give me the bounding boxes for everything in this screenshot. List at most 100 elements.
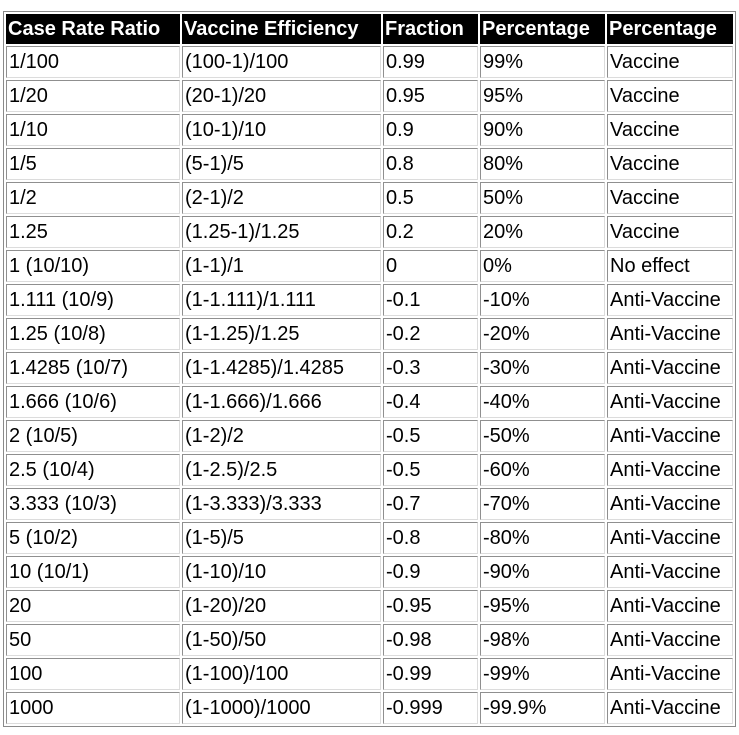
cell-fraction: 0.8 — [383, 148, 478, 180]
cell-fraction: 0 — [383, 250, 478, 282]
cell-fraction: -0.4 — [383, 386, 478, 418]
table-row: 1.111 (10/9) (1-1.111)/1.111 -0.1 -10% Anti-… — [6, 284, 733, 316]
cell-fraction: -0.1 — [383, 284, 478, 316]
cell-percentage: -98% — [480, 624, 605, 656]
cell-percentage: -50% — [480, 420, 605, 452]
cell-case-rate-ratio: 1/5 — [6, 148, 180, 180]
cell-fraction: -0.8 — [383, 522, 478, 554]
header-fraction: Fraction — [383, 14, 478, 44]
vaccine-efficiency-table: Case Rate Ratio Vaccine Efficiency Fract… — [3, 11, 736, 727]
cell-vaccine-efficiency: (1-1.111)/1.111 — [182, 284, 381, 316]
cell-effect: Vaccine — [607, 216, 733, 248]
cell-case-rate-ratio: 1.4285 (10/7) — [6, 352, 180, 384]
table-row: 5 (10/2) (1-5)/5 -0.8 -80% Anti-Vaccine — [6, 522, 733, 554]
cell-percentage: -99.9% — [480, 692, 605, 724]
cell-percentage: 20% — [480, 216, 605, 248]
cell-fraction: -0.5 — [383, 420, 478, 452]
cell-effect: Anti-Vaccine — [607, 590, 733, 622]
cell-fraction: 0.95 — [383, 80, 478, 112]
table-row: 2 (10/5) (1-2)/2 -0.5 -50% Anti-Vaccine — [6, 420, 733, 452]
cell-fraction: 0.9 — [383, 114, 478, 146]
cell-percentage: -70% — [480, 488, 605, 520]
cell-percentage: -20% — [480, 318, 605, 350]
header-vaccine-efficiency: Vaccine Efficiency — [182, 14, 381, 44]
table-row: 2.5 (10/4) (1-2.5)/2.5 -0.5 -60% Anti-Vaccin… — [6, 454, 733, 486]
cell-vaccine-efficiency: (100-1)/100 — [182, 46, 381, 78]
cell-effect: Vaccine — [607, 46, 733, 78]
table-row: 1.25 (10/8) (1-1.25)/1.25 -0.2 -20% Anti-Vac… — [6, 318, 733, 350]
cell-effect: Anti-Vaccine — [607, 454, 733, 486]
cell-case-rate-ratio: 1 (10/10) — [6, 250, 180, 282]
cell-case-rate-ratio: 10 (10/1) — [6, 556, 180, 588]
table-row: 1/100 (100-1)/100 0.99 99% Vaccine — [6, 46, 733, 78]
cell-case-rate-ratio: 1/2 — [6, 182, 180, 214]
cell-vaccine-efficiency: (1-20)/20 — [182, 590, 381, 622]
cell-vaccine-efficiency: (1-50)/50 — [182, 624, 381, 656]
cell-case-rate-ratio: 1/20 — [6, 80, 180, 112]
cell-vaccine-efficiency: (2-1)/2 — [182, 182, 381, 214]
cell-effect: Anti-Vaccine — [607, 318, 733, 350]
cell-fraction: -0.99 — [383, 658, 478, 690]
cell-case-rate-ratio: 1.25 (10/8) — [6, 318, 180, 350]
table-row: 10 (10/1) (1-10)/10 -0.9 -90% Anti-Vaccine — [6, 556, 733, 588]
table-row: 1000 (1-1000)/1000 -0.999 -99.9% Anti-Vaccin… — [6, 692, 733, 724]
cell-case-rate-ratio: 1.25 — [6, 216, 180, 248]
cell-case-rate-ratio: 2.5 (10/4) — [6, 454, 180, 486]
cell-vaccine-efficiency: (5-1)/5 — [182, 148, 381, 180]
table-row: 1.666 (10/6) (1-1.666)/1.666 -0.4 -40% Anti-… — [6, 386, 733, 418]
cell-case-rate-ratio: 1/10 — [6, 114, 180, 146]
cell-effect: Anti-Vaccine — [607, 420, 733, 452]
cell-fraction: 0.5 — [383, 182, 478, 214]
cell-case-rate-ratio: 1000 — [6, 692, 180, 724]
cell-effect: Vaccine — [607, 182, 733, 214]
cell-vaccine-efficiency: (1-100)/100 — [182, 658, 381, 690]
cell-fraction: 0.2 — [383, 216, 478, 248]
cell-vaccine-efficiency: (1-5)/5 — [182, 522, 381, 554]
table-row: 100 (1-100)/100 -0.99 -99% Anti-Vaccine — [6, 658, 733, 690]
cell-case-rate-ratio: 50 — [6, 624, 180, 656]
cell-effect: Anti-Vaccine — [607, 624, 733, 656]
cell-percentage: 95% — [480, 80, 605, 112]
cell-case-rate-ratio: 20 — [6, 590, 180, 622]
cell-fraction: -0.98 — [383, 624, 478, 656]
cell-case-rate-ratio: 5 (10/2) — [6, 522, 180, 554]
cell-case-rate-ratio: 2 (10/5) — [6, 420, 180, 452]
cell-effect: Anti-Vaccine — [607, 522, 733, 554]
cell-percentage: -30% — [480, 352, 605, 384]
cell-vaccine-efficiency: (1-1)/1 — [182, 250, 381, 282]
cell-fraction: -0.3 — [383, 352, 478, 384]
table-row: 3.333 (10/3) (1-3.333)/3.333 -0.7 -70% Anti-… — [6, 488, 733, 520]
cell-vaccine-efficiency: (1-1.25)/1.25 — [182, 318, 381, 350]
header-percentage: Percentage — [480, 14, 605, 44]
table-row: 1.4285 (10/7) (1-1.4285)/1.4285 -0.3 -30% An… — [6, 352, 733, 384]
cell-effect: Anti-Vaccine — [607, 556, 733, 588]
cell-percentage: -99% — [480, 658, 605, 690]
cell-percentage: 90% — [480, 114, 605, 146]
table-row: 1/2 (2-1)/2 0.5 50% Vaccine — [6, 182, 733, 214]
cell-case-rate-ratio: 1/100 — [6, 46, 180, 78]
cell-vaccine-efficiency: (1-1.4285)/1.4285 — [182, 352, 381, 384]
cell-percentage: -40% — [480, 386, 605, 418]
cell-fraction: -0.999 — [383, 692, 478, 724]
cell-fraction: 0.99 — [383, 46, 478, 78]
table-row: 1/10 (10-1)/10 0.9 90% Vaccine — [6, 114, 733, 146]
cell-vaccine-efficiency: (1-1.666)/1.666 — [182, 386, 381, 418]
cell-case-rate-ratio: 100 — [6, 658, 180, 690]
cell-percentage: -80% — [480, 522, 605, 554]
table-row: 1 (10/10) (1-1)/1 0 0% No effect — [6, 250, 733, 282]
cell-fraction: -0.5 — [383, 454, 478, 486]
cell-percentage: 0% — [480, 250, 605, 282]
cell-percentage: -10% — [480, 284, 605, 316]
table-container: Case Rate Ratio Vaccine Efficiency Fract… — [3, 11, 736, 727]
table-row: 1.25 (1.25-1)/1.25 0.2 20% Vaccine — [6, 216, 733, 248]
cell-fraction: -0.2 — [383, 318, 478, 350]
cell-case-rate-ratio: 3.333 (10/3) — [6, 488, 180, 520]
cell-case-rate-ratio: 1.111 (10/9) — [6, 284, 180, 316]
cell-vaccine-efficiency: (1.25-1)/1.25 — [182, 216, 381, 248]
cell-effect: Anti-Vaccine — [607, 386, 733, 418]
cell-fraction: -0.95 — [383, 590, 478, 622]
cell-effect: Anti-Vaccine — [607, 284, 733, 316]
cell-effect: Anti-Vaccine — [607, 352, 733, 384]
table-body: 1/100 (100-1)/100 0.99 99% Vaccine 1/20 (20-1)… — [6, 46, 733, 724]
cell-vaccine-efficiency: (20-1)/20 — [182, 80, 381, 112]
